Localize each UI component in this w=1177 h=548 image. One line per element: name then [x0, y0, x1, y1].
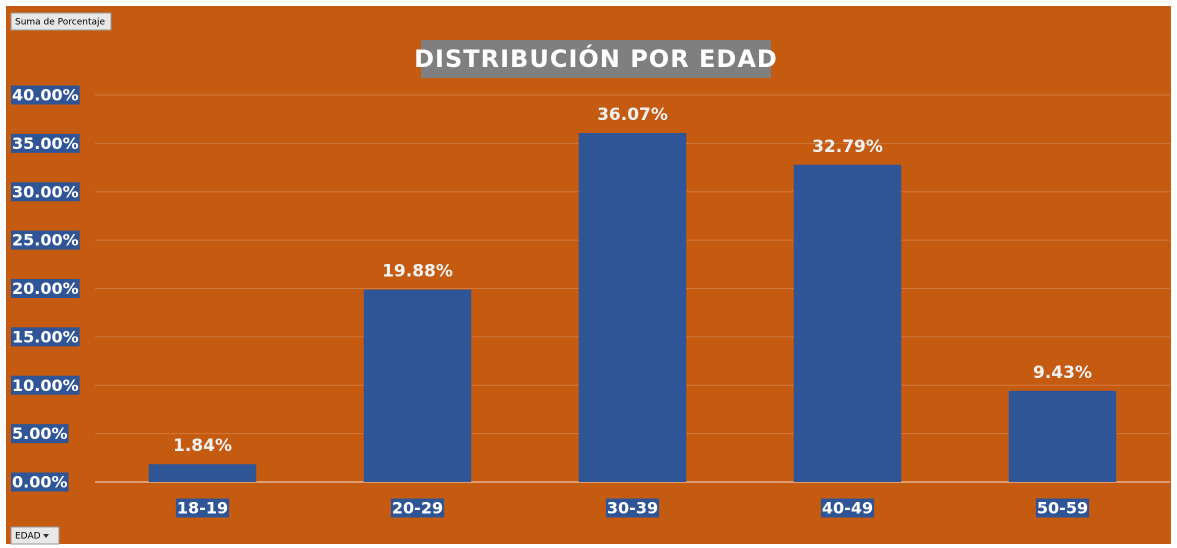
- x-tick-label: 18-19: [177, 499, 228, 518]
- y-tick-label: 20.00%: [12, 279, 79, 298]
- axis-button[interactable]: [10, 526, 60, 545]
- bar: [1008, 390, 1117, 482]
- data-label: 32.79%: [812, 137, 883, 157]
- y-tick-label: 40.00%: [12, 86, 79, 105]
- x-tick-label: 30-39: [607, 499, 658, 518]
- x-tick-highlight: [175, 498, 230, 518]
- y-tick-highlight: [11, 182, 80, 202]
- bar: [363, 289, 472, 482]
- y-tick-highlight: [11, 85, 80, 105]
- y-tick-highlight: [11, 230, 80, 250]
- y-tick-label: 10.00%: [12, 376, 79, 395]
- y-tick-highlight: [11, 472, 69, 492]
- x-tick-label: 40-49: [822, 499, 873, 518]
- y-tick-highlight: [11, 424, 69, 444]
- y-tick-label: 25.00%: [12, 231, 79, 250]
- axis-button-label: EDAD: [15, 532, 41, 542]
- bar: [793, 164, 902, 482]
- y-tick-label: 5.00%: [12, 424, 68, 443]
- bar: [148, 464, 257, 482]
- dropdown-arrow: [43, 534, 49, 538]
- chart-title: DISTRIBUCIÓN POR EDAD: [414, 43, 778, 73]
- data-label: 36.07%: [597, 105, 668, 125]
- y-tick-highlight: [11, 133, 80, 153]
- y-tick-label: 15.00%: [12, 327, 79, 346]
- y-tick-label: 30.00%: [12, 182, 79, 201]
- x-tick-highlight: [390, 498, 445, 518]
- y-tick-label: 0.00%: [12, 473, 68, 492]
- y-tick-label: 35.00%: [12, 134, 79, 153]
- field-button[interactable]: [10, 12, 112, 31]
- x-tick-highlight: [1035, 498, 1090, 518]
- y-tick-highlight: [11, 279, 80, 298]
- data-label: 19.88%: [382, 262, 453, 282]
- x-tick-highlight: [820, 498, 875, 518]
- field-button-label: Suma de Porcentaje: [15, 18, 106, 28]
- x-tick-label: 50-59: [1037, 499, 1088, 518]
- x-tick-highlight: [605, 498, 660, 518]
- y-tick-highlight: [11, 327, 80, 347]
- bar: [578, 133, 687, 482]
- title-box: [421, 40, 771, 78]
- x-tick-label: 20-29: [392, 499, 443, 518]
- y-tick-highlight: [11, 375, 80, 395]
- data-label: 1.84%: [173, 436, 232, 456]
- data-label: 9.43%: [1033, 363, 1092, 383]
